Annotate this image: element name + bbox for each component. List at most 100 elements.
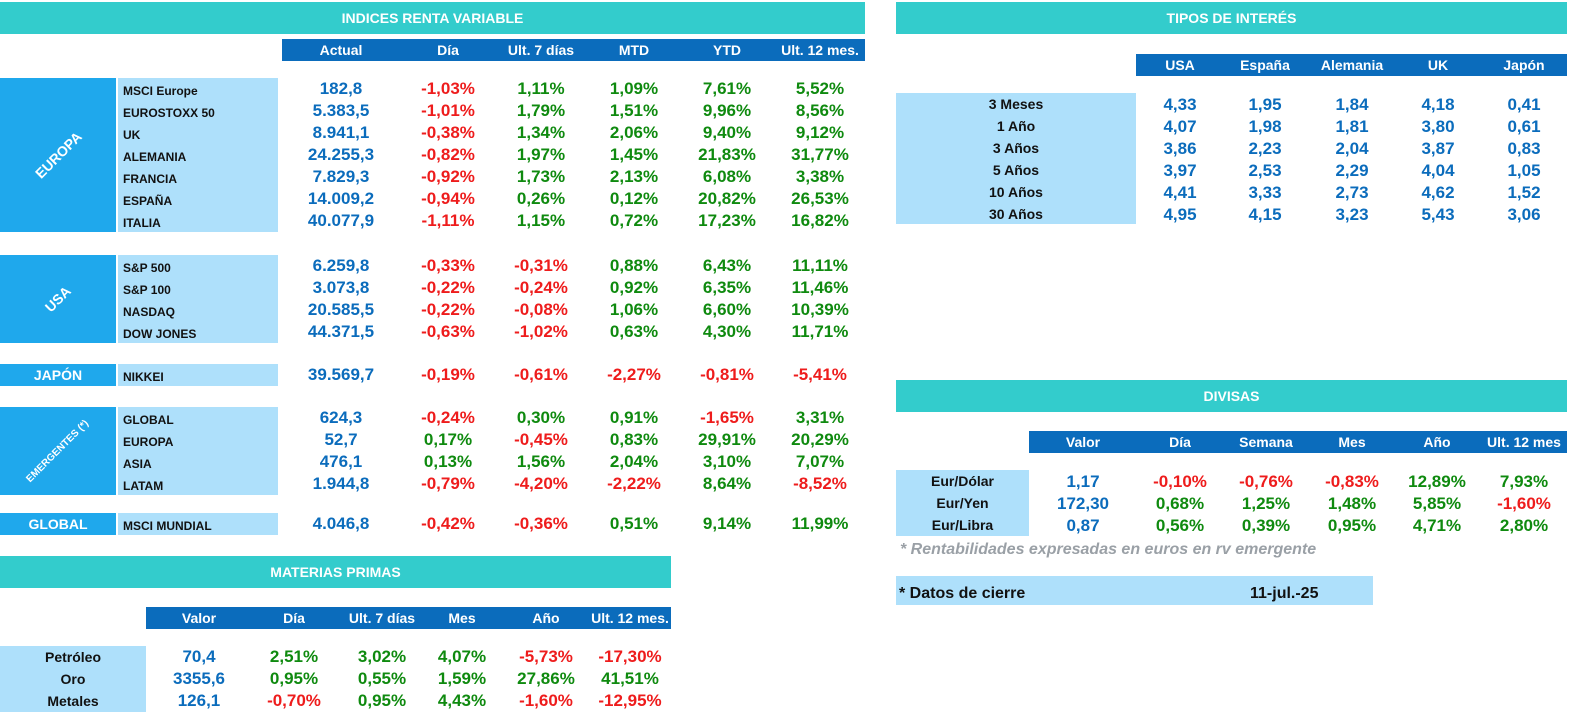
index-name: EUROPA [123,435,174,449]
tipos-interes-banner: TIPOS DE INTERÉS [896,2,1567,34]
index-value: 6,60% [702,300,752,319]
currency-value: 5,85% [1412,494,1462,513]
index-name-box [118,364,278,386]
ti-col-header: Japón [1503,57,1545,73]
index-value: 14.009,2 [307,189,375,208]
index-value: 624,3 [319,408,363,427]
index-value: 3,38% [795,167,845,186]
index-value: -0,33% [421,256,475,275]
index-value: 3,10% [702,452,752,471]
rate-value: 3,87 [1421,139,1455,158]
index-value: 1,45% [609,145,659,164]
index-value: 0,51% [609,514,659,533]
divisas-header-bar [1029,431,1567,453]
index-name: DOW JONES [123,327,197,341]
mp-col-header: Día [283,610,305,626]
index-value: 40.077,9 [307,211,375,230]
index-value: 10,39% [791,300,849,319]
index-value: 476,1 [319,452,363,471]
index-value: 1,09% [609,79,659,98]
rate-value: 4,15 [1248,205,1282,224]
rate-term: 3 Años [992,140,1040,156]
index-value: 2,13% [609,167,659,186]
currency-value: -1,60% [1497,494,1551,513]
index-name: ITALIA [123,216,161,230]
index-value: -0,22% [421,300,475,319]
index-value: 20,29% [791,430,849,449]
rate-term: 30 Años [989,206,1043,222]
commodity-value: -1,60% [519,691,573,710]
index-value: 9,12% [795,123,845,142]
index-value: 5.383,5 [312,101,370,120]
index-value: 7,61% [702,79,752,98]
index-value: 1,11% [517,79,565,98]
rate-term: 5 Años [992,162,1040,178]
index-value: -1,01% [421,101,475,120]
ti-col-header: USA [1165,57,1195,73]
index-value: 1,56% [516,452,566,471]
index-value: 4,30% [702,322,752,341]
currency-value: 172,30 [1057,494,1109,513]
index-value: 1.944,8 [312,474,370,493]
index-value: -0,22% [421,278,475,297]
index-value: -5,41% [793,365,847,384]
index-value: 3.073,8 [312,278,370,297]
region-label: USA [0,255,116,343]
index-value: -0,92% [421,167,475,186]
divisas-label-box [896,470,1029,536]
index-value: -0,24% [514,278,568,297]
dv-col-header: Día [1169,434,1191,450]
index-value: -0,61% [514,365,568,384]
index-value: -0,19% [421,365,475,384]
index-value: -0,31% [514,256,568,275]
rate-value: 3,80 [1421,117,1455,136]
rate-value: 4,62 [1421,183,1455,202]
index-value: -0,42% [421,514,475,533]
index-value: 0,12% [609,189,659,208]
region-name: GLOBAL [28,516,88,532]
index-value: 0,17% [423,430,473,449]
region-name: JAPÓN [33,367,83,383]
commodity-value: 1,59% [437,669,487,688]
index-value: 1,15% [516,211,566,230]
index-value: 5,52% [795,79,845,98]
index-name: ALEMANIA [123,150,187,164]
index-name: S&P 100 [123,283,171,297]
dv-col-header: Año [1423,434,1451,450]
tipos-interes-title: TIPOS DE INTERÉS [1166,10,1297,26]
commodity-value: -5,73% [519,647,573,666]
index-value: -1,02% [514,322,568,341]
region-name: EMERGENTES (*) [24,417,92,485]
index-value: 11,71% [791,322,849,341]
materias-primas-label-box [0,646,146,712]
index-value: -2,22% [607,474,661,493]
index-value: 1,73% [516,167,566,186]
ti-col-header: Alemania [1320,57,1384,73]
index-value: -1,11% [421,211,475,230]
index-name-box [118,78,278,232]
region-label: GLOBAL [0,513,116,535]
currency-value: 12,89% [1408,472,1466,491]
index-value: -0,08% [514,300,568,319]
commodity-value: 2,51% [269,647,319,666]
rate-value: 1,81 [1335,117,1369,136]
index-value: 0,83% [609,430,659,449]
currency-value: -0,83% [1325,472,1379,491]
index-name: S&P 500 [123,261,171,275]
currency-value: -0,76% [1239,472,1293,491]
index-value: -0,45% [514,430,568,449]
index-value: 0,92% [609,278,659,297]
commodity-value: 0,95% [269,669,319,688]
cierre-label: * Datos de cierre [899,585,1026,602]
rate-value: 2,23 [1248,139,1282,158]
materias-primas-banner: MATERIAS PRIMAS [0,556,671,588]
currency-value: 0,87 [1066,516,1100,535]
currency-value: 4,71% [1412,516,1462,535]
index-value: 52,7 [324,430,358,449]
index-value: 6.259,8 [312,256,370,275]
index-value: 26,53% [791,189,849,208]
index-value: 7.829,3 [312,167,370,186]
index-value: 24.255,3 [307,145,375,164]
commodity-value: 126,1 [177,691,221,710]
rv-col-header: Actual [319,42,363,58]
